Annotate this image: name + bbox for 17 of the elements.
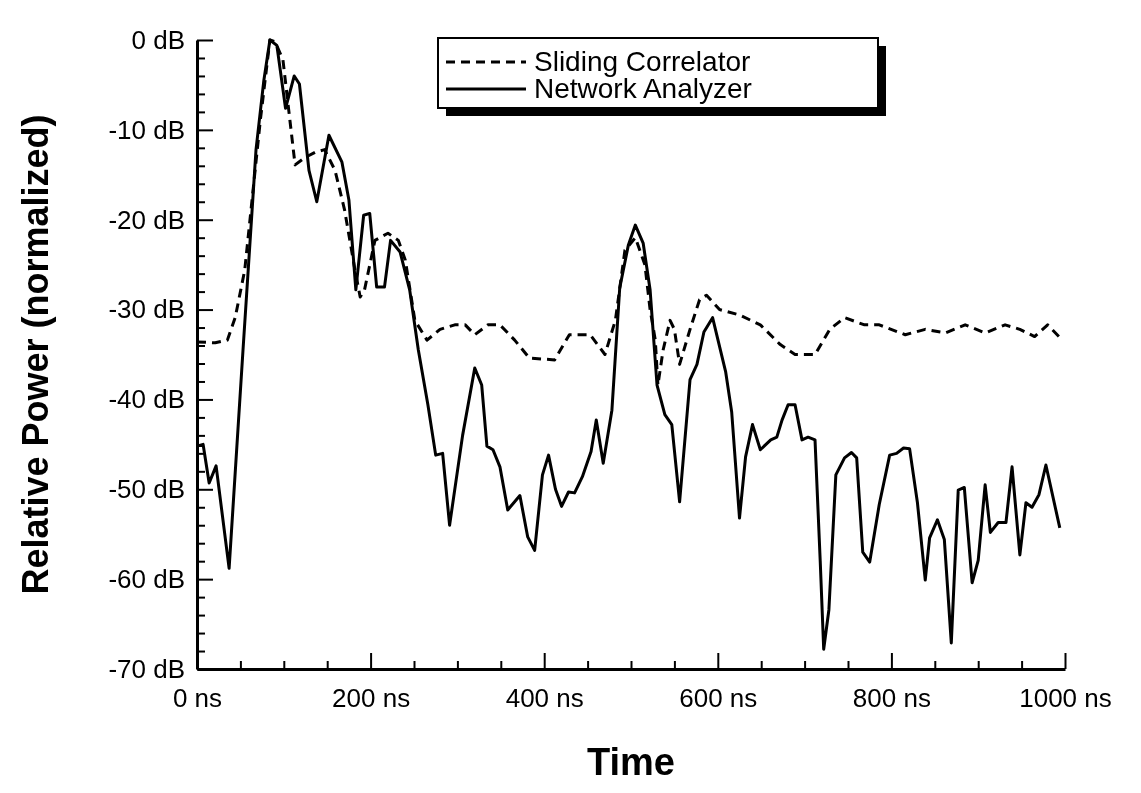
y-tick-label: -50 dB xyxy=(108,474,185,505)
y-tick-label: -40 dB xyxy=(108,384,185,415)
x-tick-label: 1000 ns xyxy=(1019,683,1112,714)
y-tick-label: -20 dB xyxy=(108,204,185,235)
x-tick-label: 200 ns xyxy=(332,683,411,714)
legend-label: Sliding Correlator xyxy=(534,46,751,77)
x-tick-label: 600 ns xyxy=(679,683,758,714)
y-tick-label: -30 dB xyxy=(108,294,185,325)
y-tick-label: -70 dB xyxy=(108,653,185,684)
x-tick-label: 0 ns xyxy=(172,683,223,714)
x-tick-label: 800 ns xyxy=(852,683,931,714)
x-tick-label: 400 ns xyxy=(505,683,584,714)
y-axis-title: Relative Power (normalized) xyxy=(15,114,56,595)
y-tick-label: -10 dB xyxy=(108,114,185,145)
x-axis-title: Time xyxy=(586,741,676,783)
y-tick-label: 0 dB xyxy=(131,24,185,55)
y-tick-label: -60 dB xyxy=(108,563,185,594)
